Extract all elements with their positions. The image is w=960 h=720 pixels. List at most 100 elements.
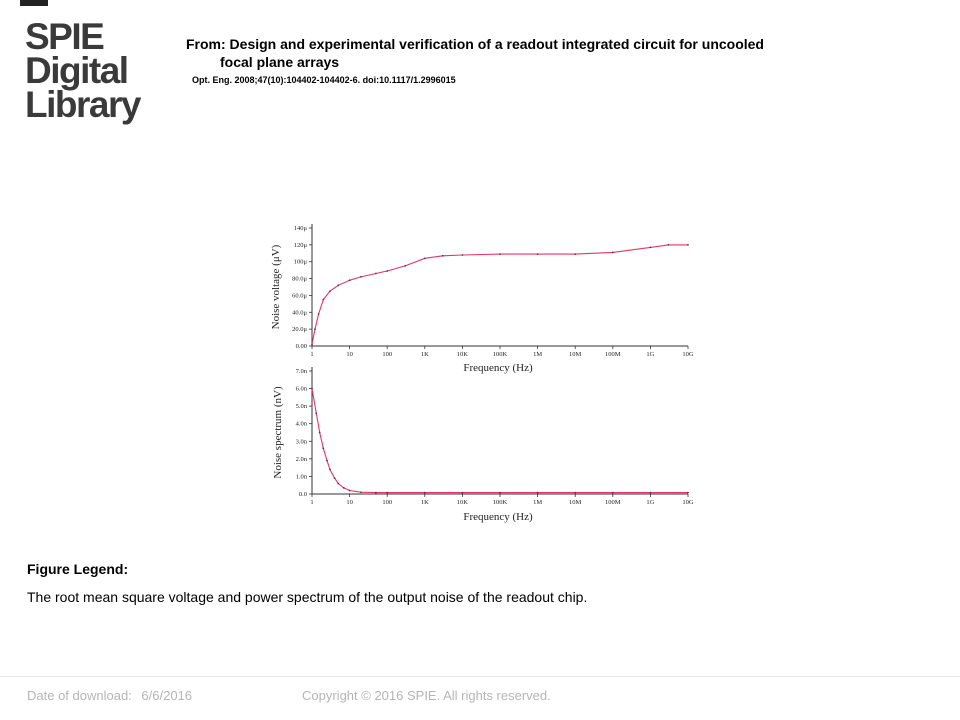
article-title-line2: focal plane arrays [220,54,340,70]
voltage-data-point [461,254,464,256]
voltage-x-tick-label: 10G [682,351,694,358]
voltage-x-axis-label: Frequency (Hz) [463,362,533,374]
spectrum-data-point [318,431,321,434]
spectrum-x-tick-label: 1 [310,499,313,506]
voltage-data-point [348,279,351,282]
voltage-x-tick-label: 100M [605,351,621,358]
voltage-data-point [536,253,539,256]
voltage-data-point [441,254,444,257]
spectrum-y-axis-label: Noise spectrum (nV) [272,386,284,479]
logo-line-spie: SPIE [25,16,105,57]
spectrum-data-point [611,491,614,494]
noise-voltage-chart: 0.00 20.0μ 40.0μ 60.0μ 80.0μ 100μ 120μ 140μ 1 10 1… [270,224,694,374]
voltage-data-point [360,275,362,278]
article-title: From: Design and experimental verificati… [186,35,886,71]
voltage-data-point [329,290,331,293]
spectrum-data-point [337,482,340,485]
voltage-data-point [317,313,320,315]
voltage-y-tick-label: 60.0μ [292,292,307,299]
spectrum-data-point [649,491,652,494]
voltage-x-tick-label: 10M [569,351,582,358]
spectrum-x-tick-label: 100M [605,499,621,506]
spectrum-x-tick-label: 1M [533,499,542,506]
spectrum-x-tick-label: 10M [569,499,582,506]
footer-divider [0,676,960,677]
voltage-data-point [337,284,340,287]
citation: Opt. Eng. 2008;47(10):104402-104402-6. d… [192,75,456,85]
voltage-data-point [649,246,652,249]
voltage-x-tick-label: 1G [646,351,654,358]
spectrum-data-point [342,486,345,489]
voltage-data-point [374,272,377,275]
noise-spectrum-chart: 0.0 1.0n 2.0n 3.0n 4.0n 5.0n 6.0n 7.0n 1 10 100 1K 1… [272,367,694,523]
spectrum-x-tick-label: 10 [346,499,353,506]
download-date: Date of download: 6/6/2016 [27,688,192,703]
article-title-line1: From: Design and experimental verificati… [186,36,764,52]
spectrum-data-point [348,489,351,492]
spectrum-x-tick-label: 10K [457,499,469,506]
voltage-y-axis-label: Noise voltage (μV) [270,244,282,329]
spectrum-data-point [374,491,377,494]
spectrum-y-tick-label: 4.0n [296,421,308,428]
spectrum-x-tick-label: 100 [382,499,392,506]
download-date-value: 6/6/2016 [141,688,193,703]
spectrum-x-tick-label: 1K [421,499,429,506]
voltage-y-tick-label: 0.00 [296,343,307,350]
voltage-x-tick-label: 1 [310,351,313,358]
spectrum-x-tick-label: 10G [682,499,694,506]
spectrum-y-tick-label: 1.0n [296,473,308,480]
voltage-data-point [574,253,577,256]
voltage-data-point [611,251,614,254]
voltage-data-point [386,270,389,272]
voltage-data-point [314,328,316,331]
spectrum-x-axis-label: Frequency (Hz) [463,511,533,523]
voltage-x-tick-label: 1K [421,351,429,358]
voltage-y-tick-label: 20.0μ [292,326,307,333]
spie-digital-library-logo[interactable]: SPIE Digital Library [25,16,155,125]
spectrum-y-tick-label: 2.0n [296,456,308,463]
voltage-series-line [311,244,688,345]
spectrum-data-point [360,491,362,494]
voltage-y-tick-label: 80.0μ [292,276,307,283]
spectrum-y-tick-label: 7.0n [296,368,308,375]
voltage-x-tick-label: 1M [533,351,542,358]
top-bar [20,0,48,6]
voltage-x-tick-label: 100K [493,351,508,358]
spectrum-data-point [322,447,325,450]
voltage-y-tick-label: 40.0μ [292,309,307,316]
voltage-y-tick-label: 140μ [294,225,308,232]
spectrum-y-tick-label: 3.0n [296,438,308,445]
voltage-data-point [667,243,670,246]
voltage-data-point [322,298,325,301]
spectrum-data-point [326,459,328,462]
figure-legend-title: Figure Legend: [27,561,129,577]
voltage-data-point [311,343,313,346]
spectrum-x-tick-label: 1G [646,499,654,506]
spectrum-data-point [536,491,539,494]
logo-line-digital: Digital [25,50,129,91]
spectrum-data-point [386,491,389,494]
spectrum-data-point [329,468,331,471]
spectrum-data-point [687,491,689,494]
voltage-data-point [404,265,407,267]
voltage-data-point [687,243,689,246]
copyright: Copyright © 2016 SPIE. All rights reserv… [302,688,551,703]
spectrum-data-point [315,412,318,415]
voltage-x-tick-label: 10 [346,351,353,358]
spectrum-data-point [333,477,336,480]
spectrum-data-point [461,491,464,494]
spectrum-data-point [311,387,313,390]
voltage-x-tick-label: 100 [382,351,392,358]
voltage-y-tick-label: 100μ [294,259,308,266]
spectrum-y-tick-label: 5.0n [296,403,308,410]
spectrum-series-line [311,388,688,494]
spectrum-x-tick-label: 100K [493,499,508,506]
spectrum-y-tick-label: 0.0 [299,491,307,498]
voltage-data-point [499,253,501,256]
spectrum-data-point [574,491,577,494]
voltage-x-tick-label: 10K [457,351,469,358]
voltage-y-tick-label: 120μ [294,242,308,249]
noise-figure: 0.00 20.0μ 40.0μ 60.0μ 80.0μ 100μ 120μ 140μ 1 10 1… [270,224,694,523]
logo-line-library: Library [25,84,141,125]
spectrum-data-point [499,491,501,494]
